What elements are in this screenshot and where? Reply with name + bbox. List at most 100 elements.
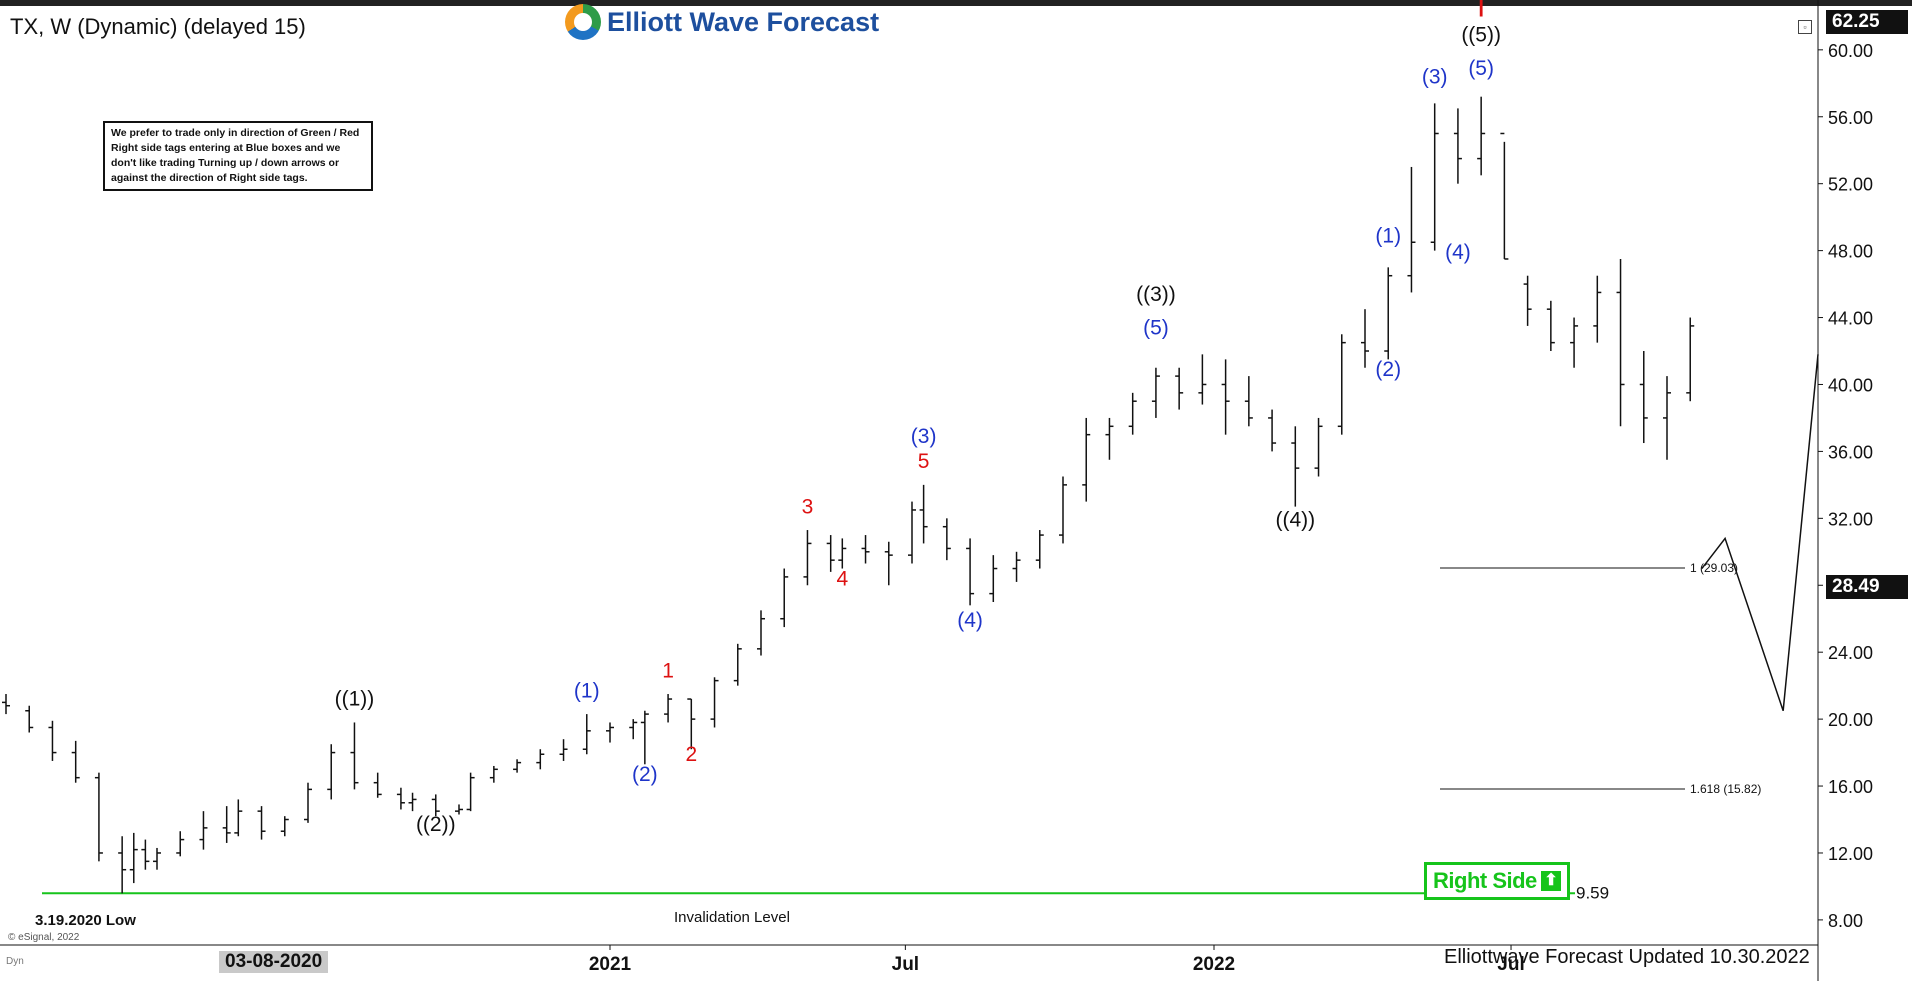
wave-labels: ((1))((2))(1)(2)12345(3)(4)((3))(5)((4))… <box>335 0 1501 836</box>
wave-label: 3 <box>802 495 814 518</box>
y-tick-label: 12.00 <box>1828 844 1873 864</box>
ohlc-bar <box>919 484 928 544</box>
ohlc-bar <box>757 610 765 656</box>
ohlc-bar <box>2 694 10 715</box>
wave-label: 5 <box>918 450 930 473</box>
trading-note: We prefer to trade only in direction of … <box>103 121 373 191</box>
wave-label: ((2)) <box>416 813 456 836</box>
x-tick-label: Jul <box>892 954 919 975</box>
ohlc-bar <box>327 744 336 800</box>
y-tick-label: 56.00 <box>1828 108 1873 128</box>
ohlc-bar <box>1361 309 1369 368</box>
projection-path <box>1701 354 1819 711</box>
ohlc-bar <box>1337 334 1346 435</box>
invalidation-value: 9.59 <box>1576 883 1609 902</box>
wave-label: 1 <box>662 659 674 682</box>
y-tick-label: 52.00 <box>1828 175 1873 195</box>
ohlc-bar <box>640 710 649 765</box>
ohlc-bar <box>733 643 742 686</box>
ohlc-bar <box>1198 354 1207 405</box>
fib-level-label: 1 (29.03) <box>1690 561 1738 575</box>
wave-label: (1) <box>574 679 600 702</box>
ohlc-bar <box>1616 258 1625 427</box>
ohlc-bar <box>71 740 80 783</box>
ohlc-bar <box>1151 367 1160 418</box>
ohlc-bar <box>780 568 789 628</box>
x-tick-label: 2021 <box>589 954 632 975</box>
ohlc-bar <box>826 535 835 572</box>
ohlc-bar <box>559 739 568 761</box>
x-tick-label: Jul <box>1497 954 1524 975</box>
ohlc-bar <box>257 806 266 840</box>
ohlc-bar <box>1105 417 1114 460</box>
wave-label: ((3)) <box>1136 283 1176 306</box>
ohlc-bar <box>1035 530 1044 569</box>
ohlc-bar <box>861 535 870 564</box>
y-tick-label: 36.00 <box>1828 442 1873 462</box>
window-icon[interactable]: ▫ <box>1798 20 1812 34</box>
ohlc-bar <box>455 804 463 815</box>
ohlc-bar <box>1128 392 1137 435</box>
y-tick-label: 44.00 <box>1828 309 1873 329</box>
ohlc-bar <box>373 772 382 798</box>
top-price-flag: 62.25 <box>1826 10 1908 34</box>
ohlc-bar <box>1384 267 1393 360</box>
chart-title: TX, W (Dynamic) (delayed 15) <box>10 14 306 39</box>
ohlc-bar <box>989 555 998 602</box>
ohlc-bar <box>1407 166 1416 293</box>
ohlc-bar <box>803 530 812 586</box>
ohlc-bar <box>1593 275 1602 343</box>
ohlc-bar <box>1477 96 1486 176</box>
logo[interactable]: Elliott Wave Forecast <box>565 4 879 40</box>
level-lines: 1 (29.03) 1.618 (15.82) 9.59 <box>42 561 1761 902</box>
ohlc-bar <box>304 782 312 823</box>
y-tick-label: 48.00 <box>1828 242 1873 262</box>
ohlc-bar <box>838 538 847 569</box>
low-label: 3.19.2020 Low <box>35 912 136 929</box>
ohlc-bar <box>629 719 638 740</box>
projection-line <box>1701 354 1819 711</box>
y-axis: 8.0012.0016.0020.0024.0028.0032.0036.004… <box>1817 0 1873 981</box>
ohlc-bar <box>396 787 405 810</box>
y-tick-label: 60.00 <box>1828 41 1873 61</box>
ohlc-bar <box>1082 417 1091 502</box>
ohlc-bar <box>1453 108 1462 184</box>
x-tick-label: 2022 <box>1193 954 1235 975</box>
wave-label: (4) <box>957 609 983 632</box>
y-tick-label: 32.00 <box>1828 509 1873 529</box>
wave-label: (5) <box>1468 57 1494 80</box>
copyright: © eSignal, 2022 <box>8 932 80 943</box>
ohlc-bar <box>94 772 103 862</box>
fib-level-label: 1.618 (15.82) <box>1690 782 1761 796</box>
ohlc-bar <box>199 811 208 850</box>
wave-label: (1) <box>1375 224 1401 247</box>
wave-label: 4 <box>836 567 848 590</box>
ohlc-bar <box>141 839 150 870</box>
wave-label: 2 <box>685 743 697 766</box>
ohlc-bar <box>280 816 289 837</box>
y-tick-label: 16.00 <box>1828 777 1873 797</box>
ohlc-bar <box>129 832 138 884</box>
ohlc-bar <box>908 501 916 564</box>
ohlc-bar <box>222 806 231 843</box>
wave-label: ((4)) <box>1275 509 1315 532</box>
ohlc-bar <box>234 799 243 837</box>
ohlc-bar <box>1314 417 1323 477</box>
ohlc-bar <box>350 722 359 790</box>
ohlc-bar <box>884 541 893 586</box>
ohlc-bar <box>606 722 614 743</box>
invalidation-label: Invalidation Level <box>674 909 790 926</box>
footer-text: Elliottwave Forecast Updated 10.30.2022 <box>1444 946 1810 968</box>
ohlc-bar <box>1059 476 1067 544</box>
y-tick-label: 24.00 <box>1828 643 1873 663</box>
logo-text: Elliott Wave Forecast <box>607 6 880 37</box>
ohlc-bar <box>466 772 475 812</box>
wave-label: (2) <box>1375 358 1401 381</box>
ohlc-bar <box>1500 132 1509 260</box>
wave-label: I <box>1477 0 1485 23</box>
wave-label: ((1)) <box>335 688 375 711</box>
ohlc-bar <box>25 705 34 733</box>
ohlc-bar <box>1663 376 1671 460</box>
